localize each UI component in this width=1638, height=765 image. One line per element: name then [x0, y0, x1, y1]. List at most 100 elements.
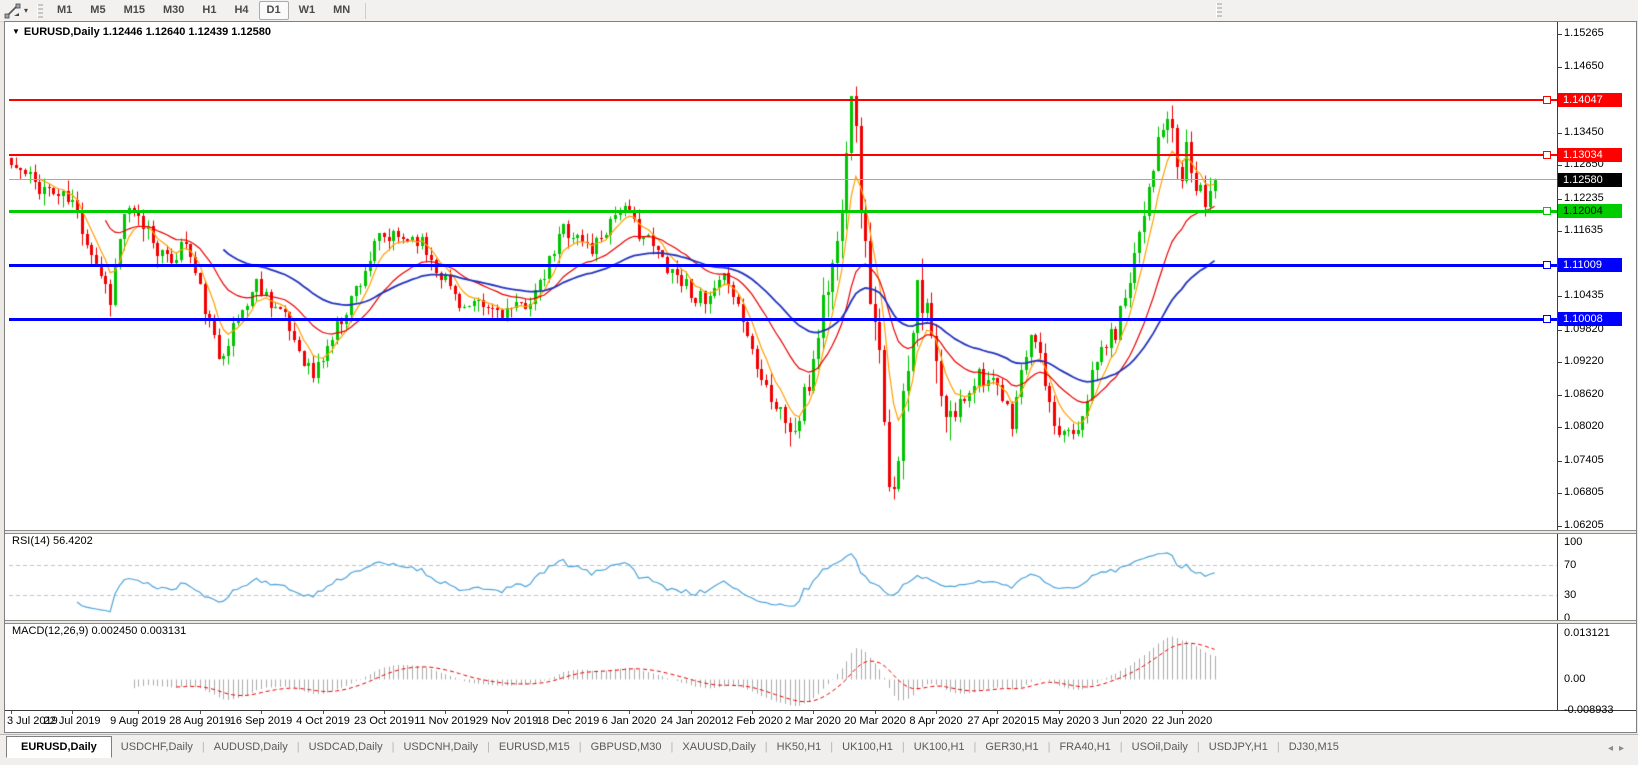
tab-scroll-right-icon[interactable]: ▸ — [1618, 743, 1630, 754]
chart-tab-usdcnh-daily[interactable]: USDCNH,Daily — [403, 741, 478, 753]
horizontal-level-line[interactable] — [9, 318, 1557, 321]
tab-scroll-arrows[interactable]: ◂▸ — [1608, 743, 1630, 754]
date-label: 3 Jun 2020 — [1092, 715, 1148, 727]
tab-divider: | — [1119, 741, 1123, 753]
macd-indicator-canvas[interactable] — [9, 623, 1557, 710]
date-tickmark — [629, 711, 630, 714]
chart-tab-ger30-h1[interactable]: GER30,H1 — [985, 741, 1039, 753]
date-label: 24 Jan 2020 — [660, 715, 722, 727]
price-tick-label: 1.08620 — [1564, 388, 1604, 400]
horizontal-level-line[interactable] — [9, 264, 1557, 267]
chart-tab-usdcad-daily[interactable]: USDCAD,Daily — [308, 741, 383, 753]
date-label: 6 Jan 2020 — [601, 715, 657, 727]
price-badge: 1.12004 — [1558, 204, 1622, 218]
date-tickmark — [752, 711, 753, 714]
chart-tab-usoil-daily[interactable]: USOil,Daily — [1131, 741, 1188, 753]
date-label: 20 Mar 2020 — [844, 715, 906, 727]
tab-divider: | — [901, 741, 905, 753]
timeframe-button-mn[interactable]: MN — [333, 4, 351, 16]
date-label: 15 May 2020 — [1027, 715, 1091, 727]
timeframe-button-m5[interactable]: M5 — [90, 4, 106, 16]
price-tickmark — [1558, 199, 1562, 200]
horizontal-level-line[interactable] — [9, 179, 1557, 180]
chart-tab-usdchf-daily[interactable]: USDCHF,Daily — [120, 741, 193, 753]
cursor-tool-group[interactable]: ▾ — [0, 0, 32, 21]
date-label: 11 Nov 2019 — [414, 715, 476, 727]
chart-tab-eurusd-m15[interactable]: EURUSD,M15 — [498, 741, 570, 753]
level-line-handle[interactable] — [1543, 151, 1551, 159]
timeframe-button-m30[interactable]: M30 — [162, 4, 185, 16]
timeframe-button-d1[interactable]: D1 — [258, 1, 289, 20]
timeframe-button-m1[interactable]: M1 — [57, 4, 73, 16]
rsi-tick-label: 0 — [1564, 612, 1571, 624]
date-tickmark — [1059, 711, 1060, 714]
tab-divider: | — [1047, 741, 1051, 753]
date-tickmark — [813, 711, 814, 714]
chart-tab-dj30-m15[interactable]: DJ30,M15 — [1288, 741, 1339, 753]
toolbar-right-grip[interactable] — [1216, 3, 1222, 17]
timeframe-button-w1[interactable]: W1 — [298, 4, 316, 16]
chart-tab-eurusd-daily[interactable]: EURUSD,Daily — [6, 736, 112, 758]
timeframe-button-h4[interactable]: H4 — [234, 4, 249, 16]
date-tickmark — [138, 711, 139, 714]
chart-tab-fra40-h1[interactable]: FRA40,H1 — [1059, 741, 1111, 753]
chart-tab-gbpusd-m30[interactable]: GBPUSD,M30 — [590, 741, 662, 753]
price-tickmark — [1558, 296, 1562, 297]
price-tickmark — [1558, 493, 1562, 494]
date-label: 12 Feb 2020 — [721, 715, 783, 727]
toolbar-separator — [365, 2, 367, 19]
price-tickmark — [1558, 165, 1562, 166]
price-tickmark — [1558, 330, 1562, 331]
price-tick-label: 1.07405 — [1564, 454, 1604, 466]
chart-tab-usdjpy-h1[interactable]: USDJPY,H1 — [1208, 741, 1268, 753]
chart-tab-audusd-daily[interactable]: AUDUSD,Daily — [213, 741, 288, 753]
price-tick-label: 1.08020 — [1564, 420, 1604, 432]
date-tickmark — [1120, 711, 1121, 714]
macd-indicator-label: MACD(12,26,9) 0.002450 0.003131 — [12, 625, 187, 637]
price-tickmark — [1558, 67, 1562, 68]
timeframe-button-m15[interactable]: M15 — [123, 4, 145, 16]
level-line-handle[interactable] — [1543, 315, 1551, 323]
level-line-handle[interactable] — [1543, 207, 1551, 215]
tab-divider: | — [1276, 741, 1280, 753]
crosshair-tool-icon[interactable] — [4, 3, 22, 19]
date-label: 29 Nov 2019 — [475, 715, 539, 727]
level-line-handle[interactable] — [1543, 261, 1551, 269]
horizontal-level-line[interactable] — [9, 210, 1557, 213]
date-label: 28 Aug 2019 — [169, 715, 231, 727]
toolbar-grip[interactable] — [37, 3, 44, 18]
date-label: 8 Apr 2020 — [909, 715, 963, 727]
tool-dropdown-caret-icon[interactable]: ▾ — [24, 6, 29, 15]
chart-tab-hk50-h1[interactable]: HK50,H1 — [776, 741, 822, 753]
panel-splitter-macd[interactable] — [5, 620, 1636, 624]
chart-title-marker-icon[interactable]: ▼ — [12, 27, 20, 36]
price-tickmark — [1558, 526, 1562, 527]
chart-tab-uk100-h1[interactable]: UK100,H1 — [913, 741, 965, 753]
level-line-handle[interactable] — [1543, 96, 1551, 104]
chart-tab-xauusd-daily[interactable]: XAUUSD,Daily — [682, 741, 756, 753]
date-label: 9 Aug 2019 — [110, 715, 166, 727]
chart-ohlc-values: 1.12446 1.12640 1.12439 1.12580 — [102, 26, 271, 38]
date-tickmark — [11, 711, 12, 714]
date-axis[interactable]: 3 Jul 2019 22 Jul 2019 9 Aug 2019 28 Aug 20… — [5, 711, 1636, 732]
horizontal-level-line[interactable] — [9, 99, 1557, 101]
tab-divider: | — [296, 741, 300, 753]
price-tickmark — [1558, 133, 1562, 134]
tab-scroll-left-icon[interactable]: ◂ — [1607, 743, 1619, 754]
date-tickmark — [261, 711, 262, 714]
chart-tab-uk100-h1[interactable]: UK100,H1 — [842, 741, 893, 753]
tab-divider: | — [670, 741, 674, 753]
timeframe-button-h1[interactable]: H1 — [202, 4, 217, 16]
price-tickmark — [1558, 395, 1562, 396]
main-price-chart-canvas[interactable] — [9, 23, 1557, 530]
panel-splitter-rsi[interactable] — [5, 530, 1636, 534]
rsi-indicator-canvas[interactable] — [9, 533, 1557, 620]
horizontal-level-line[interactable] — [9, 154, 1557, 156]
price-tick-label: 1.10435 — [1564, 289, 1604, 301]
date-tickmark — [323, 711, 324, 714]
rsi-tick-label: 30 — [1564, 589, 1577, 601]
price-badge: 1.10008 — [1558, 312, 1622, 326]
price-tickmark — [1558, 427, 1562, 428]
date-label: 18 Dec 2019 — [536, 715, 600, 727]
